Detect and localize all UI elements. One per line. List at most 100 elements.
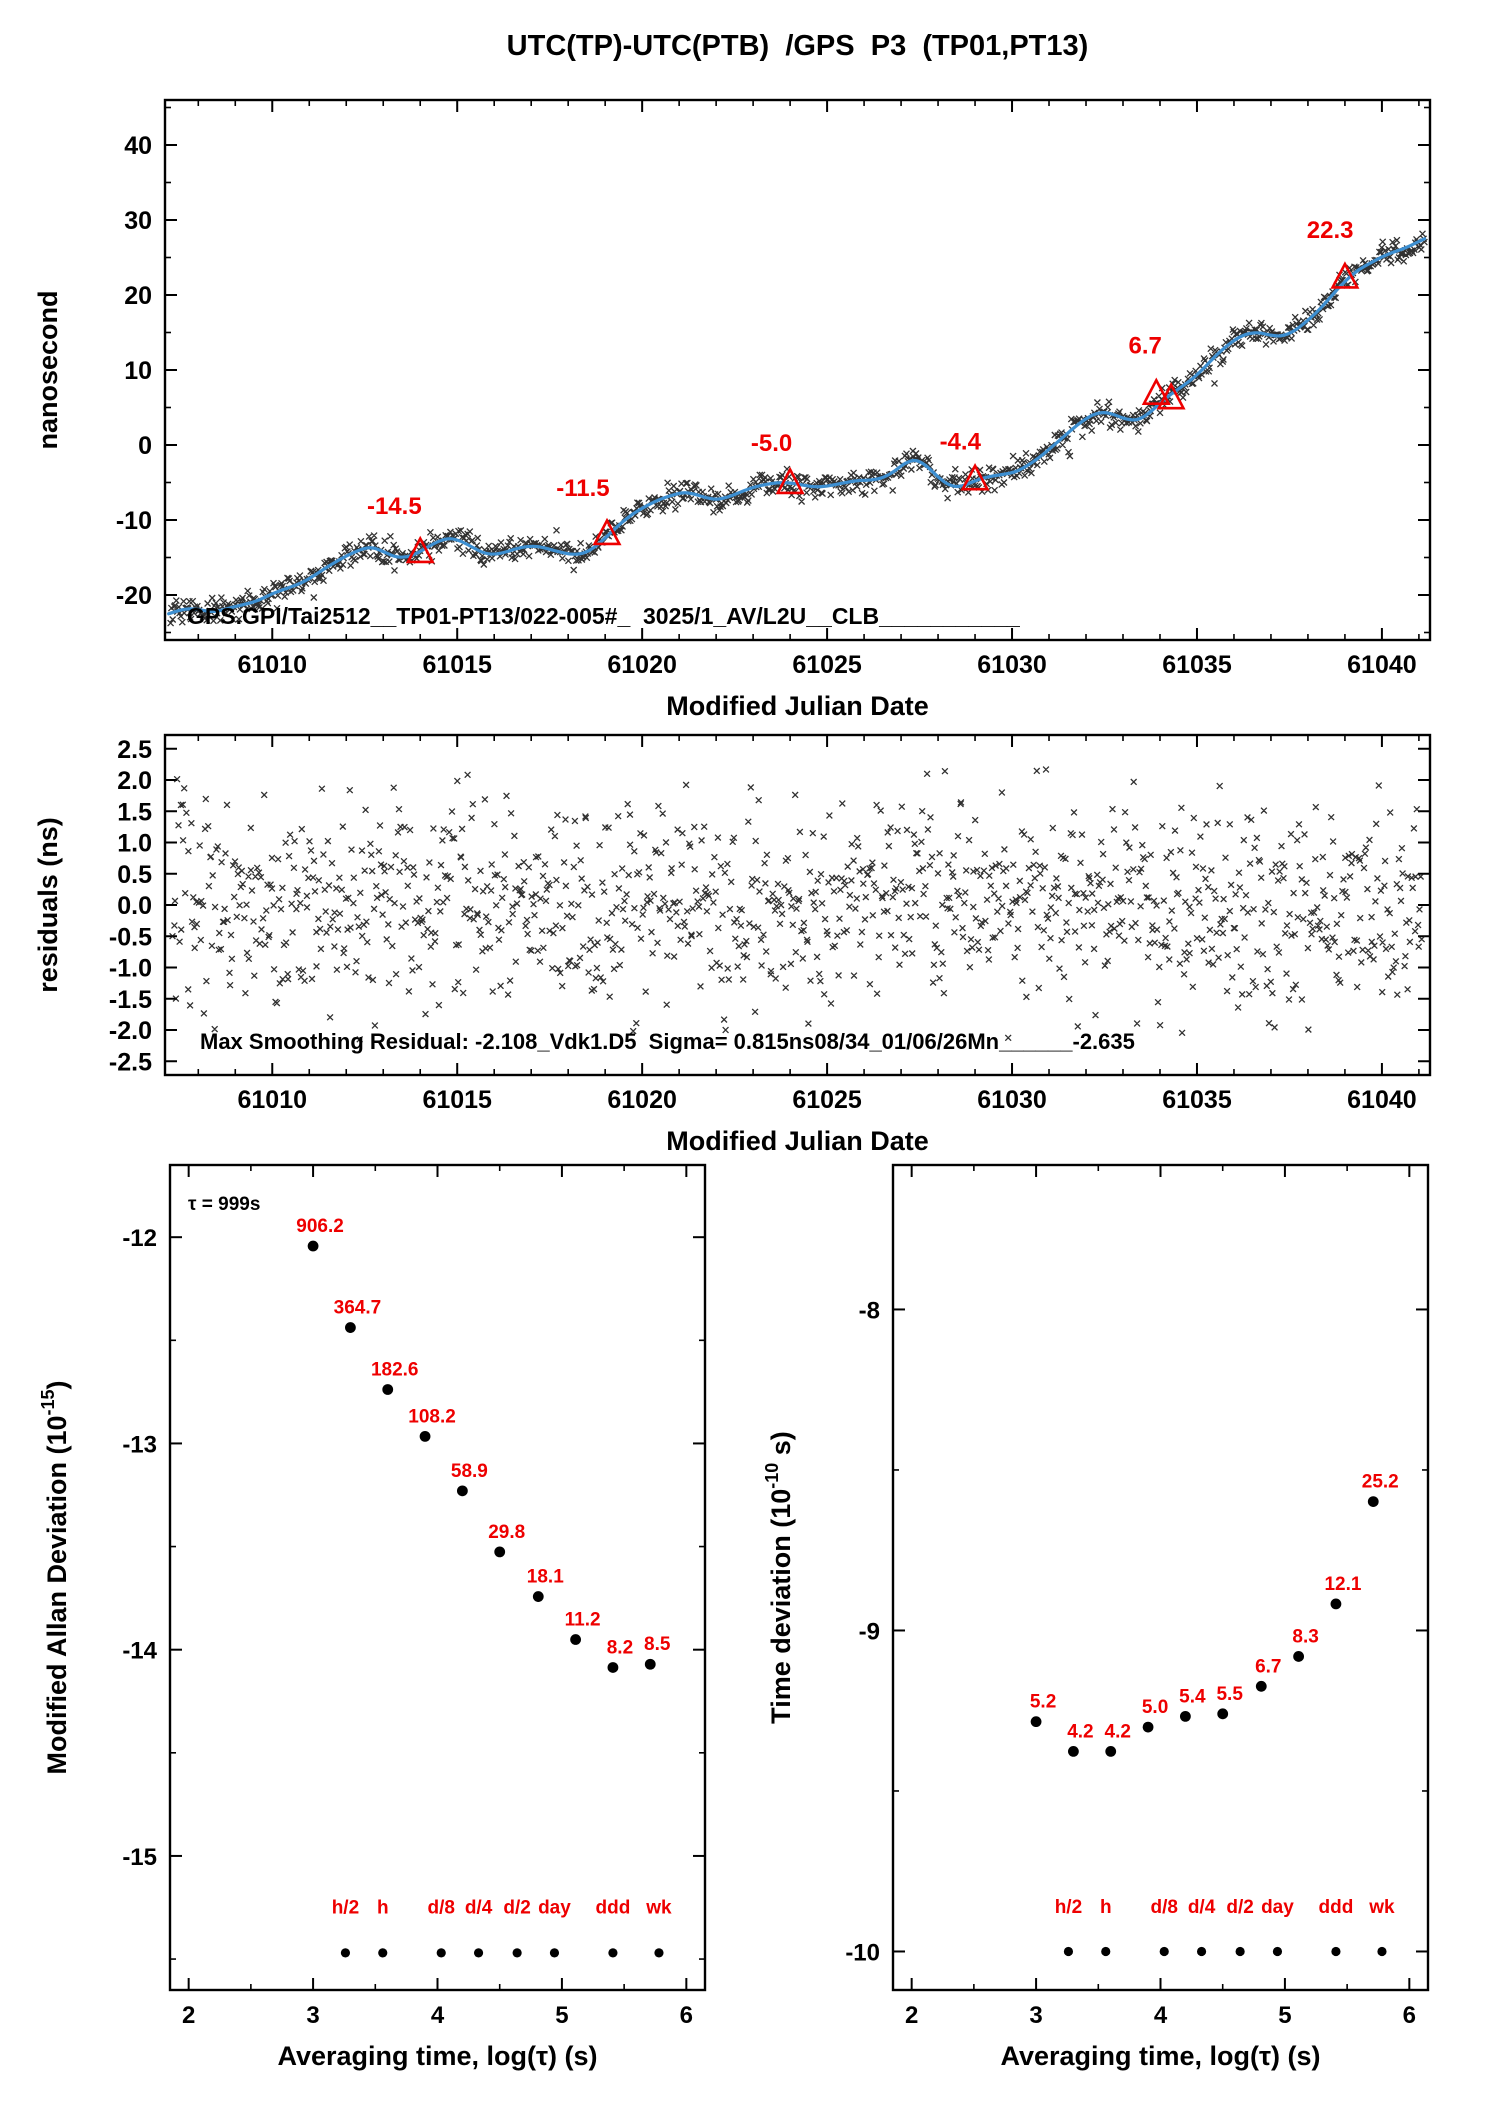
x-axis-label: Averaging time, log(τ) (s) (1000, 2041, 1320, 2071)
jump-value-label: -4.4 (940, 429, 982, 456)
smoothed-line (167, 237, 1427, 616)
y-tick-label: 2.5 (117, 736, 152, 764)
x-tick-label: 3 (306, 2002, 319, 2029)
tau-marker-dot (1377, 1946, 1387, 1957)
y-tick-label: -9 (859, 1618, 880, 1645)
calibration-triangle (775, 466, 805, 495)
y-tick-label: 0 (138, 432, 152, 460)
x-tick-label: 61030 (977, 1086, 1047, 1114)
y-tick-label: -0.5 (109, 923, 152, 951)
mdev-value-label: 29.8 (488, 1522, 525, 1543)
tau-marker-dot (1331, 1946, 1341, 1957)
calibration-triangle (592, 517, 622, 546)
tau-marker-label: wk (645, 1898, 672, 1919)
axes-box (168, 1163, 707, 1992)
y-tick-label: -15 (122, 1844, 157, 1871)
tdev-value-label: 12.1 (1324, 1574, 1361, 1595)
tdev-value-label: 5.0 (1142, 1697, 1168, 1718)
mdev-value-label: 8.2 (607, 1637, 633, 1658)
tau-marker-label: d/2 (1226, 1897, 1253, 1918)
y-tick-label: -2.5 (109, 1048, 152, 1076)
residuals-panel: 61010 61015 61020 61025 61030 61035 61040 2.5 2.… (33, 733, 1432, 1156)
y-tick-label: -20 (116, 582, 152, 610)
tdev-value-label: 4.2 (1105, 1721, 1131, 1742)
mdev-value-label: 18.1 (527, 1567, 564, 1588)
x-tick-label: 61025 (792, 651, 862, 679)
x-tick-label: 6 (680, 2002, 693, 2029)
tdev-point (1068, 1746, 1079, 1757)
tdev-value-label: 25.2 (1362, 1472, 1399, 1493)
calibration-triangle (960, 462, 990, 491)
tau-marker-dot (473, 1948, 484, 1958)
mdev-point (382, 1384, 394, 1395)
tau-marker-dot (608, 1948, 618, 1958)
tdev-value-label: 5.4 (1179, 1686, 1206, 1707)
y-tick-label: -14 (122, 1638, 157, 1665)
tau-marker-label: h/2 (332, 1898, 359, 1919)
tau-marker-label: h (1100, 1897, 1112, 1918)
mdev-point (345, 1322, 356, 1333)
mdev-point (419, 1430, 431, 1442)
y-tick-label: -2.0 (109, 1017, 152, 1045)
y-tick-label: -8 (859, 1297, 880, 1324)
y-tick-label: 40 (124, 132, 152, 160)
y-tick-label: 0.0 (117, 892, 152, 920)
x-tick-label: 6 (1403, 2002, 1416, 2029)
tau-marker-label: d/2 (503, 1898, 530, 1919)
x-tick-label: 61010 (238, 1086, 308, 1114)
mdev-point (456, 1485, 468, 1497)
mdev-point (307, 1240, 319, 1252)
tau-marker-dot (654, 1948, 664, 1958)
tau-marker-dot (512, 1948, 522, 1958)
tau-marker-label: d/4 (465, 1898, 493, 1919)
y-tick-label: 20 (124, 282, 152, 310)
jump-value-label: -5.0 (751, 430, 792, 457)
x-axis-label: Averaging time, log(τ) (s) (277, 2041, 597, 2071)
tau-marker-dot (436, 1948, 446, 1958)
phase-panel: 61010 61015 61020 61025 61030 61035 61040 -20 -1… (33, 98, 1432, 721)
y-axis-label: nanosecond (33, 290, 63, 449)
tau-marker-label: h (377, 1898, 389, 1919)
mdev-panel: 2 3 4 5 6 -12 -13 -14 -15 Averaging time, log(τ) … (38, 1163, 707, 2071)
calibration-triangle (405, 535, 435, 564)
x-tick-label: 61035 (1162, 651, 1232, 679)
x-tick-label: 61015 (422, 1086, 492, 1114)
jump-value-label: 22.3 (1307, 217, 1354, 244)
tdev-point (1105, 1746, 1117, 1757)
y-tick-label: -13 (122, 1431, 157, 1458)
tau-marker-label: day (1261, 1897, 1294, 1918)
tau-marker-label: ddd (596, 1898, 631, 1919)
x-tick-label: 4 (431, 2002, 445, 2029)
y-tick-label: -1.0 (109, 955, 152, 983)
y-tick-label: 1.0 (117, 830, 152, 858)
x-axis-label: Modified Julian Date (666, 1126, 929, 1156)
y-tick-label: -10 (845, 1939, 880, 1966)
mdev-value-label: 182.6 (371, 1360, 419, 1381)
x-tick-label: 2 (905, 2002, 918, 2029)
tau-marker-label: wk (1368, 1897, 1395, 1918)
mdev-point (494, 1546, 506, 1558)
y-axis-label: Modified Allan Deviation (10-15) (38, 1380, 72, 1774)
tau-marker-dot (549, 1948, 560, 1958)
x-tick-label: 61040 (1347, 651, 1417, 679)
y-tick-label: 1.5 (117, 798, 152, 826)
tau-marker-label: h/2 (1055, 1897, 1082, 1918)
tdev-point (1293, 1651, 1305, 1662)
tau-marker-dot (1159, 1946, 1169, 1957)
x-tick-label: 61020 (607, 651, 677, 679)
link-header-label: GPS.GPI/Tai2512__TP01-PT13/022-005#_ 302… (187, 603, 1020, 629)
mdev-value-label: 11.2 (565, 1610, 601, 1631)
tau-marker-label: ddd (1319, 1897, 1354, 1918)
mdev-point (570, 1634, 582, 1645)
tau-marker-label: d/8 (1151, 1897, 1178, 1918)
calibration-triangle (1330, 261, 1360, 289)
tdev-value-label: 8.3 (1292, 1626, 1318, 1647)
tau-marker-label: d/4 (1188, 1897, 1216, 1918)
jump-value-label: -14.5 (367, 493, 422, 520)
tau-marker-dot (1063, 1946, 1074, 1957)
tdev-point (1030, 1716, 1042, 1728)
x-tick-label: 2 (182, 2002, 195, 2029)
page-title: UTC(TP)-UTC(PTB) /GPS P3 (TP01,PT13) (506, 30, 1089, 62)
